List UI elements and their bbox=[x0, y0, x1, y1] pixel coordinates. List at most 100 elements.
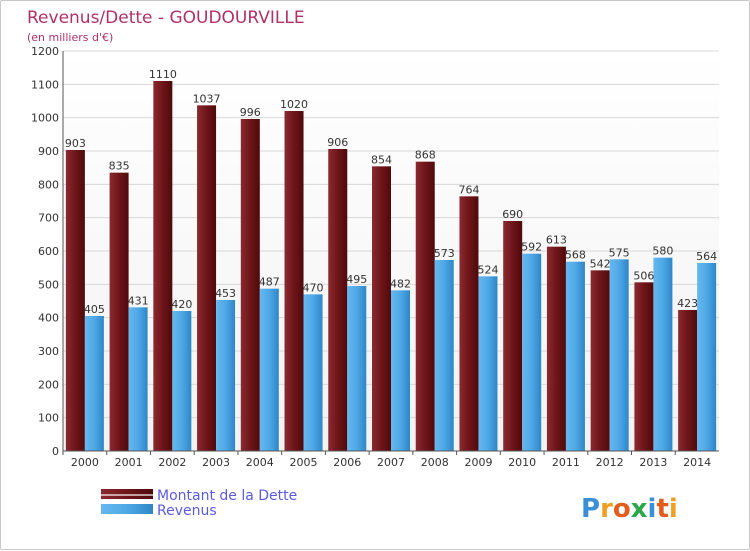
data-label-revenue: 568 bbox=[565, 249, 586, 262]
bar-debt bbox=[459, 196, 479, 451]
x-tick-label: 2000 bbox=[71, 456, 99, 469]
bar-revenue bbox=[84, 316, 104, 451]
axes: 0 100 200 300 400 500 600 700 800 900 1000 1100 1200… bbox=[31, 45, 719, 469]
data-label-revenue: 482 bbox=[390, 277, 411, 290]
data-label-debt: 690 bbox=[502, 208, 523, 221]
data-label-revenue: 573 bbox=[434, 247, 455, 260]
y-tick-label: 600 bbox=[38, 245, 59, 258]
data-label-debt: 835 bbox=[109, 160, 130, 173]
bar-debt bbox=[503, 221, 523, 451]
data-label-revenue: 592 bbox=[521, 241, 542, 254]
bar-debt bbox=[109, 172, 129, 451]
y-tick-label: 1100 bbox=[31, 78, 59, 91]
bar-revenue bbox=[609, 259, 629, 451]
x-tick-label: 2008 bbox=[421, 456, 449, 469]
logo-text: Proxiti bbox=[581, 494, 678, 524]
y-tick-label: 300 bbox=[38, 345, 59, 358]
legend-swatch-debt-highlight bbox=[101, 494, 153, 496]
bar-debt bbox=[284, 111, 304, 451]
bar-revenue bbox=[216, 300, 236, 451]
bar-revenue bbox=[259, 288, 279, 451]
data-label-revenue: 580 bbox=[652, 245, 673, 258]
data-label-revenue: 495 bbox=[346, 273, 367, 286]
data-label-revenue: 487 bbox=[259, 276, 280, 289]
bar-debt bbox=[590, 270, 610, 451]
data-label-debt: 868 bbox=[415, 149, 436, 162]
bar-revenue bbox=[172, 311, 192, 451]
y-tick-label: 1000 bbox=[31, 112, 59, 125]
bar-debt bbox=[197, 105, 217, 451]
x-tick-label: 2001 bbox=[115, 456, 143, 469]
x-tick-label: 2004 bbox=[246, 456, 274, 469]
data-label-revenue: 470 bbox=[303, 281, 324, 294]
x-tick-label: 2011 bbox=[552, 456, 580, 469]
data-label-revenue: 453 bbox=[215, 287, 236, 300]
bar-debt bbox=[678, 310, 698, 451]
bar-revenue bbox=[697, 263, 717, 451]
logo-letter: x bbox=[631, 494, 648, 524]
data-label-debt: 764 bbox=[458, 183, 479, 196]
bar-debt bbox=[372, 166, 391, 452]
bar-revenue bbox=[653, 257, 673, 451]
y-tick-label: 0 bbox=[52, 445, 59, 458]
logo-letter: o bbox=[613, 494, 631, 524]
data-label-debt: 1020 bbox=[280, 98, 308, 111]
logo-letter: i bbox=[648, 494, 657, 524]
legend: Montant de la Dette Revenus bbox=[101, 488, 297, 519]
legend-label-revenue: Revenus bbox=[157, 503, 217, 519]
bar-revenue bbox=[303, 294, 323, 451]
bar-revenue bbox=[434, 260, 454, 451]
x-tick-label: 2010 bbox=[508, 456, 536, 469]
bar-revenue bbox=[522, 253, 542, 451]
y-tick-label: 500 bbox=[38, 278, 59, 291]
x-tick-label: 2006 bbox=[333, 456, 361, 469]
y-tick-label: 700 bbox=[38, 212, 59, 225]
chart-title: Revenus/Dette - GOUDOURVILLE bbox=[27, 8, 305, 28]
chart-subtitle: (en milliers d'€) bbox=[27, 31, 113, 44]
data-labels: 903 405 835 431 1110 420 1037 453 996 487 1020 470 9… bbox=[65, 68, 717, 316]
x-tick-label: 2005 bbox=[290, 456, 318, 469]
bar-revenue bbox=[128, 307, 148, 451]
x-tick-label: 2013 bbox=[639, 456, 667, 469]
bar-debt bbox=[65, 150, 85, 451]
data-label-revenue: 564 bbox=[696, 250, 717, 263]
logo-letter: P bbox=[581, 494, 600, 524]
bar-debt bbox=[634, 282, 654, 451]
data-label-debt: 996 bbox=[240, 106, 261, 119]
logo-letter: r bbox=[600, 494, 613, 524]
x-tick-label: 2012 bbox=[596, 456, 624, 469]
x-tick-label: 2009 bbox=[464, 456, 492, 469]
y-tick-label: 800 bbox=[38, 178, 59, 191]
bars bbox=[65, 81, 717, 452]
data-label-debt: 906 bbox=[327, 136, 348, 149]
data-label-debt: 1037 bbox=[193, 92, 221, 105]
y-tick-label: 900 bbox=[38, 145, 59, 158]
x-tick-label: 2014 bbox=[683, 456, 711, 469]
legend-swatch-revenue bbox=[101, 504, 153, 514]
proxiti-logo: Proxiti bbox=[581, 494, 678, 524]
y-tick-label: 200 bbox=[38, 378, 59, 391]
data-label-debt: 903 bbox=[65, 137, 86, 150]
bar-debt bbox=[415, 161, 435, 451]
bar-debt bbox=[240, 119, 260, 451]
y-tick-label: 1200 bbox=[31, 45, 59, 58]
x-tick-label: 2007 bbox=[377, 456, 405, 469]
logo-letter: t bbox=[656, 494, 668, 524]
logo-letter: i bbox=[669, 494, 678, 524]
data-label-debt: 423 bbox=[677, 297, 698, 310]
legend-label-debt: Montant de la Dette bbox=[157, 488, 297, 504]
data-label-revenue: 524 bbox=[477, 263, 498, 276]
bar-revenue bbox=[391, 290, 410, 451]
bar-revenue bbox=[565, 261, 585, 451]
bar-revenue bbox=[478, 276, 498, 451]
data-label-debt: 854 bbox=[371, 153, 392, 166]
y-tick-label: 400 bbox=[38, 312, 59, 325]
data-label-revenue: 405 bbox=[84, 303, 105, 316]
data-label-debt: 506 bbox=[633, 269, 654, 282]
data-label-revenue: 431 bbox=[128, 294, 149, 307]
data-label-debt: 1110 bbox=[149, 68, 177, 81]
x-tick-label: 2003 bbox=[202, 456, 230, 469]
data-label-revenue: 420 bbox=[171, 298, 192, 311]
